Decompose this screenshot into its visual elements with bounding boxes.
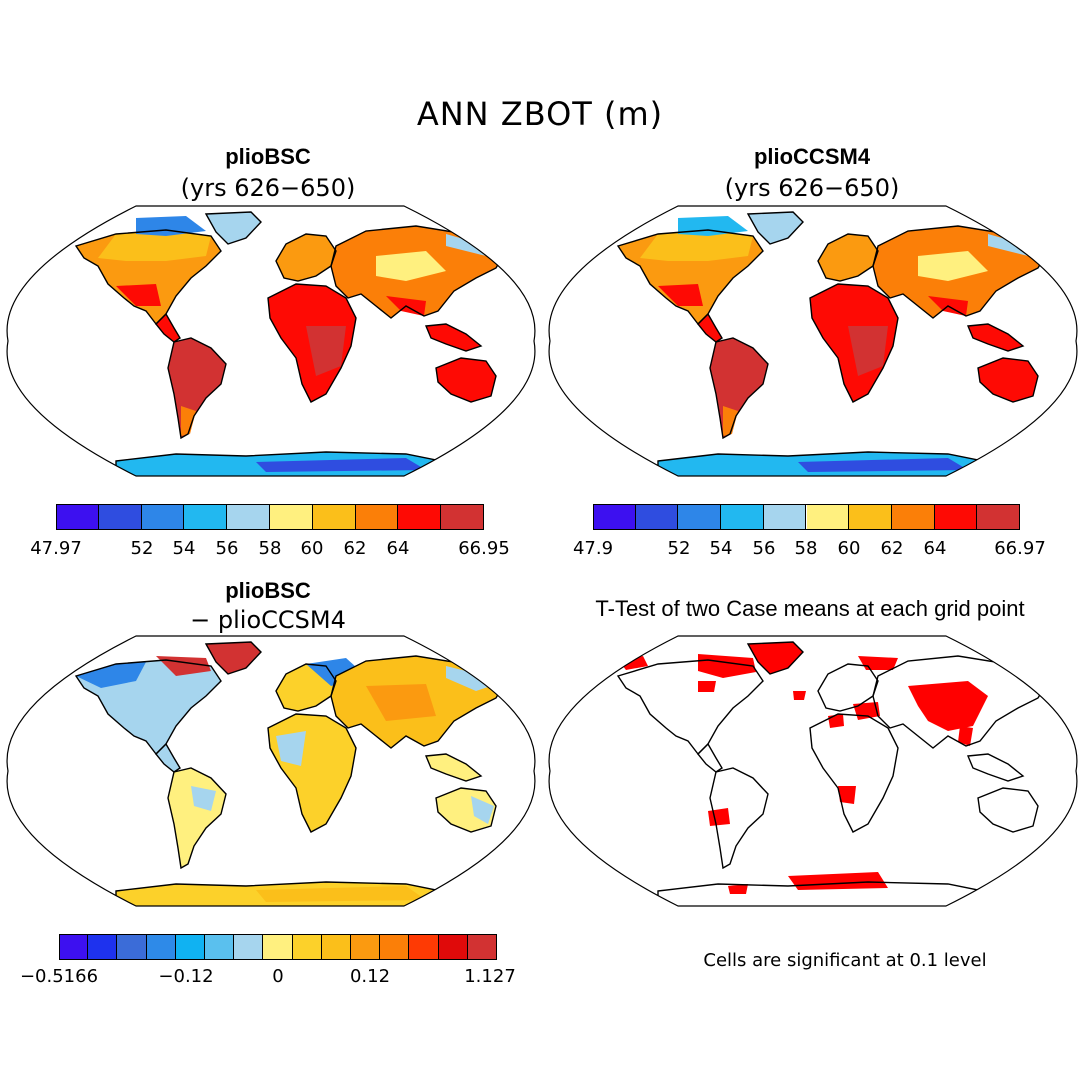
colorbar-cell bbox=[270, 504, 313, 530]
colorbar-label: −0.12 bbox=[158, 966, 214, 987]
colorbar-frame bbox=[59, 934, 497, 960]
colorbar-label: 60 bbox=[837, 538, 861, 559]
map-t-test bbox=[548, 635, 1078, 907]
panel-title-bottom-left: plioBSC bbox=[225, 578, 311, 603]
colorbar-cell bbox=[117, 934, 147, 960]
map-difference bbox=[6, 635, 536, 907]
map-plioCCSM4 bbox=[548, 205, 1078, 477]
colorbar-cell bbox=[321, 934, 351, 960]
colorbar-label: 64 bbox=[923, 538, 947, 559]
colorbar-cell bbox=[409, 934, 439, 960]
colorbar-cell bbox=[98, 504, 142, 530]
colorbar-cell bbox=[763, 504, 807, 530]
colorbar-label: 47.9 bbox=[572, 538, 614, 559]
colorbar-label: −0.5166 bbox=[19, 966, 99, 987]
panel-title-top-left: plioBSC bbox=[225, 144, 311, 169]
colorbar-label: 60 bbox=[300, 538, 324, 559]
colorbar-label: 54 bbox=[172, 538, 196, 559]
colorbar-difference bbox=[59, 934, 497, 960]
panel-subtitle-top-right: (yrs 626−650) bbox=[724, 174, 900, 202]
colorbar-label: 1.127 bbox=[464, 966, 516, 987]
colorbar-frame bbox=[56, 504, 484, 530]
colorbar-cell bbox=[398, 504, 442, 530]
colorbar-label: 54 bbox=[709, 538, 733, 559]
map-plioBSC bbox=[6, 205, 536, 477]
colorbar-label: 0 bbox=[272, 966, 284, 987]
colorbar-cell bbox=[204, 934, 235, 960]
panel-title-bottom-right: T-Test of two Case means at each grid po… bbox=[595, 596, 1025, 621]
colorbar-cell bbox=[146, 934, 176, 960]
colorbar-cell bbox=[438, 934, 468, 960]
colorbar-cell bbox=[227, 504, 270, 530]
colorbar-label: 52 bbox=[130, 538, 154, 559]
panel-title-top-right: plioCCSM4 bbox=[753, 144, 871, 169]
colorbar-cell bbox=[59, 934, 89, 960]
colorbar-label: 64 bbox=[386, 538, 410, 559]
colorbar-cell bbox=[678, 504, 722, 530]
colorbar-cell bbox=[355, 504, 399, 530]
colorbar-label: 66.97 bbox=[994, 538, 1046, 559]
colorbar-plioCCSM4 bbox=[593, 504, 1020, 530]
panel-subtitle-top-left: (yrs 626−650) bbox=[180, 174, 356, 202]
colorbar-cell bbox=[593, 504, 636, 530]
figure-title: ANN ZBOT (m) bbox=[416, 95, 664, 133]
colorbar-cell bbox=[292, 934, 322, 960]
colorbar-cell bbox=[849, 504, 892, 530]
colorbar-cell bbox=[234, 934, 264, 960]
colorbar-label: 62 bbox=[880, 538, 904, 559]
colorbar-cell bbox=[635, 504, 679, 530]
colorbar-cell bbox=[175, 934, 205, 960]
colorbar-cell bbox=[891, 504, 935, 530]
panel-subtitle-bottom-left: − plioCCSM4 bbox=[190, 606, 346, 634]
colorbar-cell bbox=[721, 504, 764, 530]
colorbar-cell bbox=[88, 934, 118, 960]
significance-note: Cells are significant at 0.1 level bbox=[703, 950, 987, 971]
colorbar-label: 52 bbox=[667, 538, 691, 559]
colorbar-cell bbox=[380, 934, 410, 960]
colorbar-label: 66.95 bbox=[458, 538, 510, 559]
colorbar-label: 0.12 bbox=[349, 966, 391, 987]
colorbar-cell bbox=[806, 504, 850, 530]
colorbar-cell bbox=[312, 504, 356, 530]
colorbar-label: 62 bbox=[343, 538, 367, 559]
colorbar-label: 58 bbox=[258, 538, 282, 559]
colorbar-label: 56 bbox=[215, 538, 239, 559]
colorbar-cell bbox=[263, 934, 293, 960]
colorbar-frame bbox=[593, 504, 1020, 530]
colorbar-cell bbox=[467, 934, 497, 960]
colorbar-cell bbox=[934, 504, 978, 530]
colorbar-label: 56 bbox=[752, 538, 776, 559]
colorbar-label: 58 bbox=[794, 538, 818, 559]
colorbar-plioBSC bbox=[56, 504, 484, 530]
colorbar-cell bbox=[350, 934, 381, 960]
colorbar-label: 47.97 bbox=[30, 538, 82, 559]
colorbar-cell bbox=[56, 504, 99, 530]
colorbar-cell bbox=[184, 504, 228, 530]
colorbar-cell bbox=[141, 504, 185, 530]
